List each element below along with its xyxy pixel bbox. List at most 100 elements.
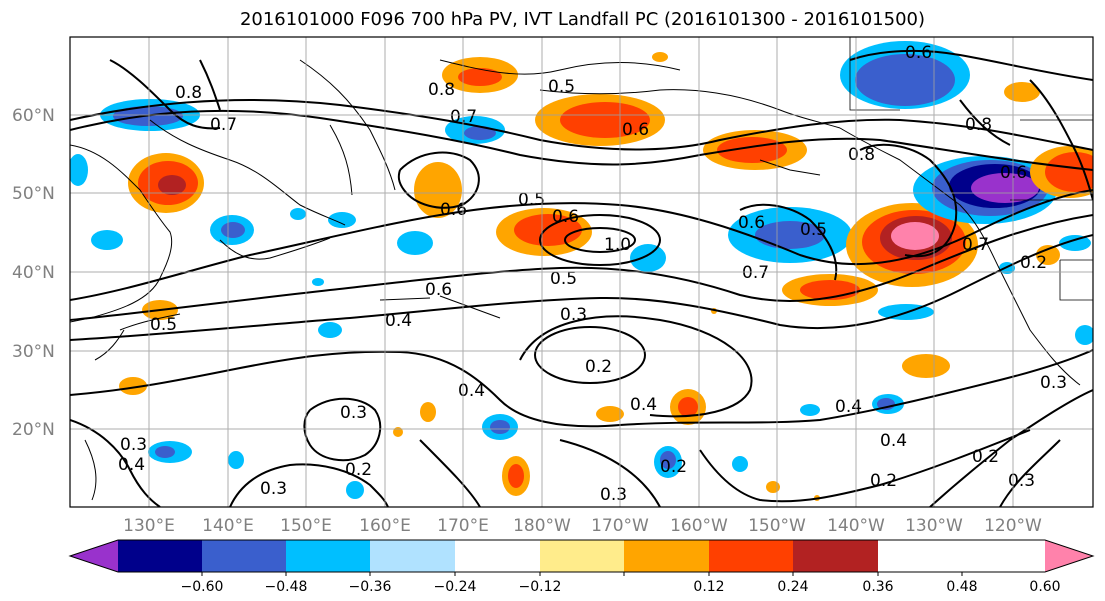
- contour-layer: [70, 49, 1093, 507]
- lat-label: 30°N: [12, 342, 55, 362]
- coastline-layer: [70, 59, 1081, 501]
- colorbar-segment: [624, 540, 709, 572]
- contour-label: 0.5: [150, 315, 177, 335]
- colorbar-label: 0.48: [946, 579, 977, 595]
- shading-blob: [318, 322, 342, 338]
- contour-label: 0.4: [118, 455, 145, 475]
- contour-label: 0.5: [548, 77, 575, 97]
- colorbar-segment: [793, 540, 878, 572]
- contour-label: 0.3: [1040, 373, 1067, 393]
- contour-label: 0.6: [738, 213, 765, 233]
- contour: [959, 99, 1011, 146]
- contour: [229, 463, 389, 507]
- contour-label: 0.6: [552, 207, 579, 227]
- lat-label: 50°N: [12, 184, 55, 204]
- lon-label: 140°W: [827, 516, 885, 536]
- contour: [859, 143, 958, 258]
- shading-blob: [1036, 245, 1060, 265]
- contour-label: 0.6: [440, 200, 467, 220]
- colorbar-extend-low: [70, 540, 118, 572]
- contour-label: 0.3: [120, 435, 147, 455]
- coastline: [70, 144, 173, 323]
- contour-label: 0.4: [630, 395, 657, 415]
- shading-blob: [1075, 325, 1093, 345]
- contour-label: 0.7: [742, 263, 769, 283]
- contour-label-layer: 0.8 0.5 0.7 0.8 0.7 0.6 0.6 0.8 0.6 0.5 …: [118, 43, 1067, 505]
- coastline: [439, 59, 681, 75]
- contour: [397, 151, 480, 209]
- shading-blob: [508, 464, 524, 488]
- contour-label: 0.5: [550, 269, 577, 289]
- contour: [70, 349, 1093, 428]
- shading-blob: [971, 173, 1039, 203]
- colorbar: −0.60 −0.48 −0.36 −0.24 −0.12 0.12 0.24 …: [68, 539, 1095, 595]
- shading-blob: [91, 230, 123, 250]
- shading-blob: [158, 175, 186, 195]
- colorbar-label: −0.12: [519, 579, 562, 595]
- coastline: [539, 89, 841, 129]
- map-frame: [69, 36, 1094, 508]
- colorbar-extend-high: [1045, 540, 1093, 572]
- contour-label: 0.6: [905, 43, 932, 63]
- contour-label: 0.8: [428, 80, 455, 100]
- contour: [70, 419, 161, 507]
- lon-label: 180°W: [513, 516, 571, 536]
- shading-blob: [420, 402, 436, 422]
- contour-label: 0.2: [660, 457, 687, 477]
- colorbar-segment: [370, 540, 455, 572]
- shading-blob: [652, 52, 668, 62]
- shading-blob: [490, 420, 510, 434]
- contour-label: 0.5: [518, 190, 545, 210]
- colorbar-segment: [286, 540, 370, 572]
- colorbar-segments: [70, 540, 1093, 572]
- colorbar-segment: [118, 540, 202, 572]
- contour-label: 1.0: [604, 235, 631, 255]
- contour-label: 0.2: [585, 357, 612, 377]
- contour: [70, 189, 1093, 301]
- contour-label: 0.3: [260, 479, 287, 499]
- contour-label: 0.3: [340, 403, 367, 423]
- colorbar-label: −0.36: [349, 579, 392, 595]
- colorbar-labels: −0.60 −0.48 −0.36 −0.24 −0.12 0.12 0.24 …: [181, 579, 1061, 595]
- contour: [559, 439, 661, 507]
- shading-blob: [766, 481, 780, 493]
- contour: [419, 439, 481, 507]
- lat-axis: 60°N 50°N 40°N 30°N 20°N: [12, 106, 55, 440]
- shading-blob: [800, 404, 820, 416]
- colorbar-segment: [709, 540, 793, 572]
- colorbar-label: 0.12: [693, 579, 724, 595]
- colorbar-label: 0.24: [777, 579, 808, 595]
- contour: [564, 227, 636, 253]
- shading-blob: [891, 222, 939, 250]
- contour: [70, 109, 1093, 171]
- shading-blob: [312, 278, 324, 286]
- coastline: [999, 269, 1081, 386]
- colorbar-ticks: [201, 572, 963, 576]
- lon-axis: 130°E 140°E 150°E 160°E 170°E 180°W 170°…: [123, 516, 1042, 536]
- contour-label: 0.8: [848, 145, 875, 165]
- shading-blob: [902, 354, 950, 378]
- contour-label: 0.3: [600, 485, 627, 505]
- coastline: [84, 439, 97, 501]
- colorbar-label: −0.48: [265, 579, 308, 595]
- shading-blob: [464, 126, 496, 140]
- contour-label: 0.4: [385, 311, 412, 331]
- lon-label: 150°W: [748, 516, 806, 536]
- contour: [1029, 79, 1093, 201]
- coastline: [759, 159, 821, 176]
- coastline: [94, 313, 181, 361]
- lat-label: 60°N: [12, 106, 55, 126]
- lon-label: 140°E: [202, 516, 254, 536]
- shading-blob: [119, 377, 147, 395]
- shading-blob: [660, 451, 676, 469]
- colorbar-label: 0.60: [1029, 579, 1060, 595]
- contour-label: 0.3: [560, 305, 587, 325]
- colorbar-label: −0.24: [434, 579, 477, 595]
- contour-label: 0.2: [1020, 253, 1047, 273]
- coastline: [329, 124, 353, 196]
- contour-label: 0.2: [972, 447, 999, 467]
- contour: [70, 214, 1093, 321]
- contour: [739, 203, 838, 281]
- lon-label: 130°E: [123, 516, 175, 536]
